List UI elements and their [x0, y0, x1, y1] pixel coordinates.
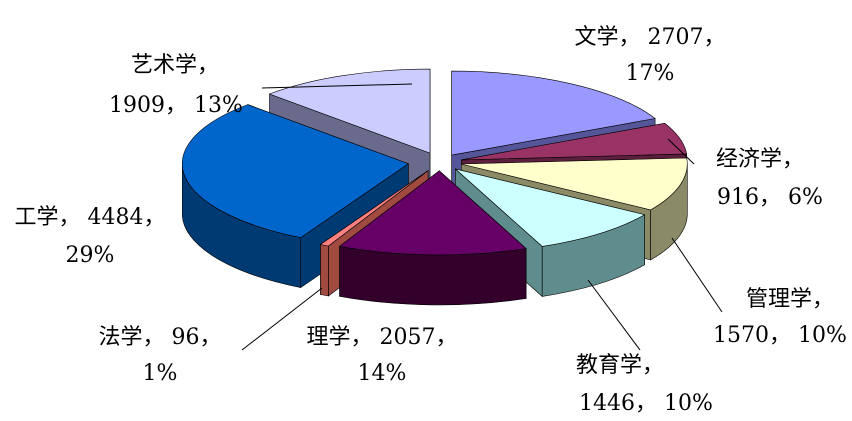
- leader-line-7: [261, 83, 413, 89]
- data-label-7-line1: 艺术学，: [131, 53, 219, 78]
- data-label-6-line2: 29%: [66, 243, 115, 268]
- data-label-1-line2: 916， 6%: [717, 185, 823, 210]
- leader-line-3: [587, 279, 641, 351]
- slice-2-top-管理学: [461, 157, 688, 211]
- data-labels-layer: 文学， 2707， 17% 经济学， 916， 6% 管理学， 1570， 10% 教育学，…: [15, 25, 847, 416]
- leader-line-1: [667, 138, 695, 165]
- data-label-1-line1: 经济学，: [716, 147, 804, 172]
- slice-7-top-艺术学: [268, 68, 431, 154]
- slice-0-top-文学: [451, 70, 656, 156]
- data-label-0-line2: 17%: [626, 61, 675, 86]
- data-label-3-line1: 教育学，: [576, 353, 664, 378]
- data-label-6-line1: 工学， 4484，: [15, 205, 166, 230]
- data-label-0-line1: 文学， 2707，: [575, 25, 726, 50]
- data-label-5-line1: 法学， 96，: [99, 325, 222, 350]
- leader-line-2: [671, 237, 723, 313]
- data-label-4-line2: 14%: [358, 361, 407, 386]
- slice-4-top-理学: [338, 170, 527, 256]
- data-label-4-line1: 理学， 2057，: [307, 325, 458, 350]
- leader-line-5: [241, 287, 323, 351]
- data-label-2-line1: 管理学，: [746, 287, 834, 312]
- slice-3-top-教育学: [455, 168, 646, 247]
- pie-tops-layer: [182, 68, 688, 256]
- slice-1-top-经济学: [461, 122, 688, 161]
- data-label-3-line2: 1446， 10%: [579, 391, 713, 416]
- leader-lines-layer: [241, 83, 723, 351]
- slice-6-top-工学: [182, 104, 409, 238]
- slice-5-top-法学: [319, 170, 429, 247]
- data-label-2-line2: 1570， 10%: [713, 323, 847, 348]
- data-label-5-line2: 1%: [143, 361, 178, 386]
- data-label-7-line2: 1909， 13%: [109, 93, 243, 118]
